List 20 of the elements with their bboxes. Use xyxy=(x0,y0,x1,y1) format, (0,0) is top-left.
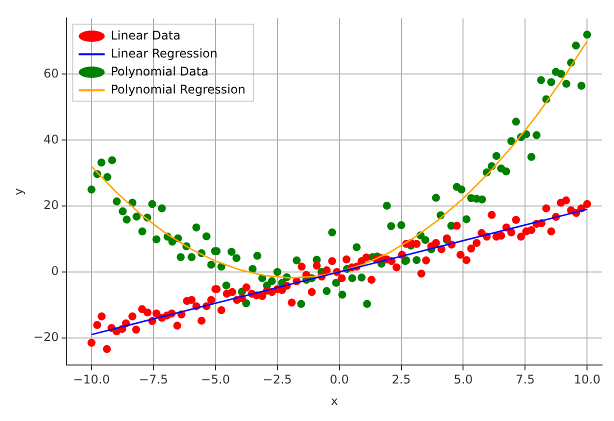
x-tick-label: 0.0 xyxy=(330,372,349,387)
x-tick-label: 7.5 xyxy=(516,372,535,387)
x-tick-label: −7.5 xyxy=(138,372,168,387)
x-axis-title: x xyxy=(330,394,338,408)
x-tick-label: −10.0 xyxy=(73,372,110,387)
x-tick-label: 2.5 xyxy=(392,372,411,387)
y-tick-label: 40 xyxy=(43,132,59,146)
x-tick-label: 5.0 xyxy=(454,372,473,387)
y-tick-label: −20 xyxy=(33,330,59,344)
x-tick-label: −5.0 xyxy=(200,372,230,387)
legend-label: Linear Regression xyxy=(110,46,218,60)
legend-label: Polynomial Data xyxy=(110,64,208,78)
y-tick-label: 20 xyxy=(43,198,59,212)
legend-label: Linear Data xyxy=(110,28,180,42)
y-tick-label: 60 xyxy=(43,66,59,80)
y-axis-title: y xyxy=(11,188,26,196)
x-tick-label: −2.5 xyxy=(262,372,292,387)
y-tick-label: 0 xyxy=(51,264,59,278)
x-tick-label: 10.0 xyxy=(574,372,600,387)
legend-label: Polynomial Regression xyxy=(110,82,246,96)
